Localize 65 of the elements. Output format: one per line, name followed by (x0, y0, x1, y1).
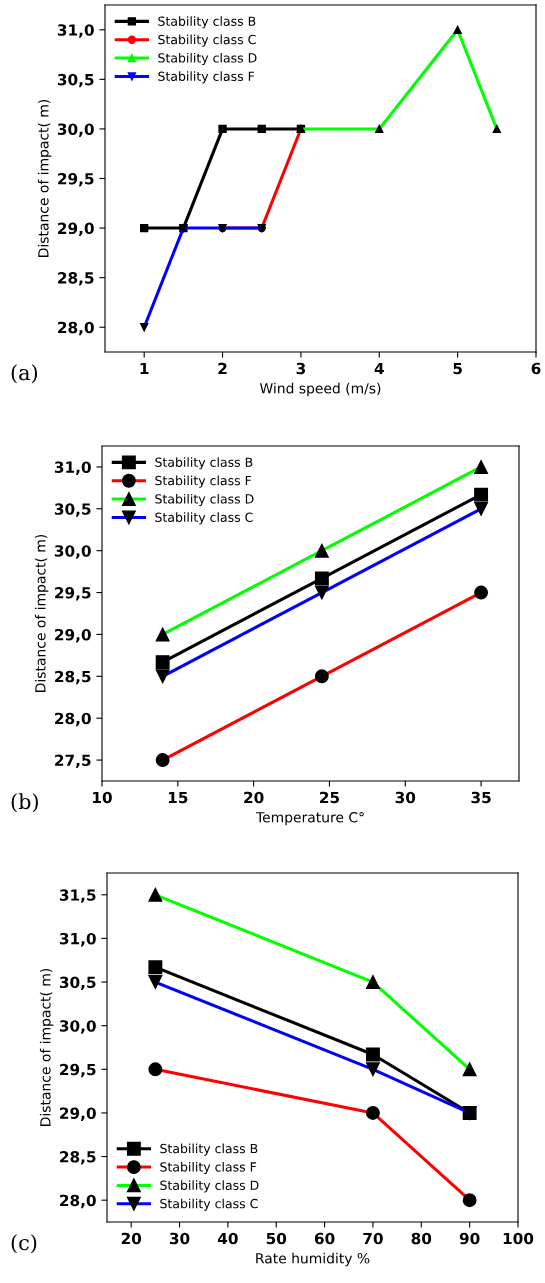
legend-label: Stability class C (155, 512, 253, 525)
y-tick-label: 30,0 (54, 545, 91, 559)
legend-label: Stability class C (160, 1198, 258, 1211)
y-tick-label: 27,5 (55, 754, 91, 769)
legend-label: Stability class B (158, 16, 256, 29)
y-tick-label: 28,5 (60, 1151, 96, 1165)
x-axis-title: Rate humidity % (256, 1252, 370, 1267)
legend-label: Stability class D (158, 52, 257, 66)
legend-label: Stability class C (158, 34, 256, 47)
x-axis-title: Wind speed (m/s) (259, 382, 381, 397)
x-tick-label: 6 (531, 362, 541, 375)
text: (c) (11, 1234, 37, 1254)
y-tick-label: 31,5 (59, 889, 96, 903)
legend-label: Stability class B (160, 1143, 258, 1156)
y-tick-label: 29,0 (55, 628, 91, 643)
x-tick-label: 60 (314, 1232, 335, 1245)
legend-label: Stability class F (160, 1161, 257, 1175)
y-tick-label: 29,5 (58, 172, 94, 187)
text: (a) (11, 364, 38, 384)
y-axis-title: Distance of impact( m) (37, 99, 52, 257)
y-tick-label: 29,5 (55, 587, 91, 601)
y-tick-label: 28,0 (55, 712, 91, 727)
x-tick-label: 70 (363, 1232, 383, 1245)
y-tick-label: 29,5 (60, 1063, 96, 1078)
y-tick-label: 30,0 (59, 1020, 96, 1034)
x-tick-label: 25 (320, 791, 340, 804)
x-tick-label: 30 (169, 1232, 190, 1245)
y-tick-label: 29,0 (58, 222, 94, 237)
x-tick-label: 1 (140, 362, 149, 375)
y-tick-label: 31,0 (59, 932, 96, 947)
x-tick-label: 50 (266, 1232, 287, 1245)
y-tick-label: 31,0 (54, 461, 91, 475)
x-tick-label: 80 (411, 1232, 432, 1245)
y-tick-label: 31,0 (57, 24, 94, 38)
x-tick-label: 40 (217, 1232, 238, 1245)
x-tick-label: 90 (459, 1232, 480, 1245)
x-axis-title: Temperature C° (255, 812, 364, 826)
x-tick-label: 3 (296, 362, 306, 375)
legend-label: Stability class D (160, 1180, 259, 1193)
x-tick-label: 20 (244, 791, 264, 804)
y-tick-label: 30,5 (54, 503, 91, 517)
y-tick-label: 28,5 (58, 272, 94, 286)
x-tick-label: 20 (121, 1232, 142, 1245)
x-tick-label: 35 (471, 791, 491, 804)
x-tick-label: 30 (395, 791, 416, 804)
y-tick-label: 30,5 (59, 976, 96, 991)
x-tick-label: 15 (168, 791, 188, 804)
y-tick-label: 30,5 (57, 73, 94, 88)
legend-label: Stability class D (155, 493, 254, 507)
y-tick-label: 28,5 (55, 670, 91, 685)
x-tick-label: 4 (374, 362, 384, 375)
text: (b) (11, 793, 38, 813)
y-axis-title: Distance of impact( m) (34, 534, 49, 692)
y-tick-label: 28,0 (60, 1194, 96, 1209)
y-axis-title: Distance of impact( m) (39, 968, 54, 1126)
y-tick-label: 30,0 (57, 123, 94, 137)
x-tick-label: 2 (218, 362, 227, 375)
legend-label: Stability class B (155, 457, 253, 470)
legend-label: Stability class F (158, 71, 255, 84)
legend-label: Stability class F (155, 475, 252, 488)
y-tick-label: 29,0 (60, 1107, 96, 1121)
x-tick-label: 5 (453, 362, 462, 375)
x-tick-label: 100 (503, 1232, 534, 1245)
x-tick-label: 10 (93, 791, 112, 804)
y-tick-label: 28,0 (58, 321, 94, 336)
